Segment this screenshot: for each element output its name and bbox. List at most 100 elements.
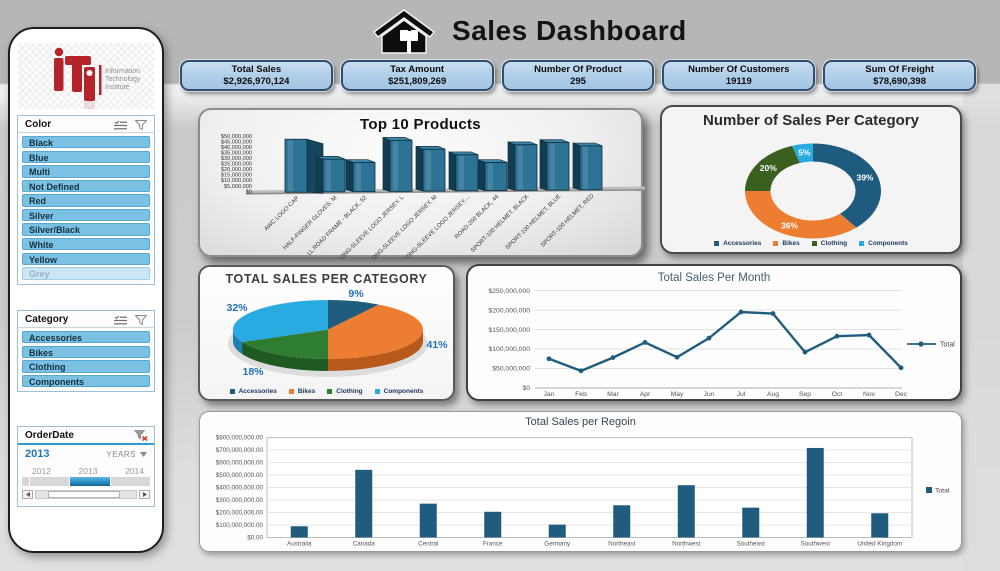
logo-caption-1: Information xyxy=(105,68,140,75)
sales-per-category-donut-card: Number of Sales Per Category 39% 36% 20% 5%… xyxy=(660,105,962,254)
donut-slice-bikes[interactable] xyxy=(745,191,857,239)
home-icon[interactable] xyxy=(372,8,436,54)
legend-label: Bikes xyxy=(782,240,800,247)
slicer-item-silver-black[interactable]: Silver/Black xyxy=(22,223,150,236)
region-bar-northeast[interactable] xyxy=(613,505,631,538)
iti-logo: Information Technology Institute xyxy=(18,43,154,146)
svg-text:41%: 41% xyxy=(426,339,448,351)
slicer-item-silver[interactable]: Silver xyxy=(22,208,150,222)
region-bar-germany[interactable] xyxy=(548,524,566,538)
scroll-right-button[interactable] xyxy=(139,490,150,499)
slicer-item-components[interactable]: Components xyxy=(22,374,150,388)
pie-slice-bikes[interactable] xyxy=(328,304,423,359)
top10-bar-6[interactable] xyxy=(477,159,508,192)
sales-per-category-donut-chart: 39% 36% 20% 5% xyxy=(745,143,881,239)
svg-text:$50,000,000: $50,000,000 xyxy=(492,366,530,373)
region-bar-central[interactable] xyxy=(419,503,437,538)
clear-filter-icon[interactable] xyxy=(134,430,148,441)
timeline-year-label-2013[interactable]: 2013 xyxy=(78,466,98,476)
clear-filter-icon[interactable] xyxy=(135,119,147,130)
region-bar-northwest[interactable] xyxy=(677,485,695,538)
svg-text:SPORT-100 HELMET, BLUE: SPORT-100 HELMET, BLUE xyxy=(505,194,562,251)
kpi-card-total-sales[interactable]: Total Sales $2,926,970,124 xyxy=(180,60,333,91)
timeline-segment-2012[interactable] xyxy=(30,477,70,486)
donut-slice-clothing[interactable] xyxy=(745,145,800,191)
timeline-segment-2014[interactable] xyxy=(110,477,150,486)
top10-products-title: Top 10 Products xyxy=(360,116,481,133)
region-bar-southeast[interactable] xyxy=(742,507,760,538)
slicer-item-bikes[interactable]: Bikes xyxy=(22,345,150,358)
slicer-item-not-defined[interactable]: Not Defined xyxy=(22,179,150,193)
timeline-year-label-2012[interactable]: 2012 xyxy=(32,466,51,476)
top10-bar-9[interactable] xyxy=(572,142,603,191)
svg-text:Canada: Canada xyxy=(353,541,376,548)
region-bar-france[interactable] xyxy=(484,511,502,538)
slicer-item-black[interactable]: Black xyxy=(22,136,150,149)
svg-text:LONG-SLEEVE LOGO JERSEY, L: LONG-SLEEVE LOGO JERSEY, L xyxy=(337,194,406,259)
legend-label: Bikes xyxy=(297,388,316,395)
svg-text:Germany: Germany xyxy=(544,541,571,548)
donut-slice-accessories[interactable] xyxy=(813,143,881,228)
top10-bar-1[interactable] xyxy=(315,155,346,193)
slicer-item-clothing[interactable]: Clothing xyxy=(22,360,150,373)
region-bar-united-kingdom[interactable] xyxy=(871,513,889,538)
svg-text:$300,000,000.00: $300,000,000.00 xyxy=(216,497,264,504)
clear-filter-icon[interactable] xyxy=(135,314,147,325)
top10-bar-4[interactable] xyxy=(415,145,446,192)
pie-slice-components[interactable] xyxy=(232,300,328,343)
svg-text:Nov: Nov xyxy=(863,391,876,398)
svg-text:LL ROAD FRAME - BLACK, 52: LL ROAD FRAME - BLACK, 52 xyxy=(306,195,368,257)
donut-chart-title: Number of Sales Per Category xyxy=(703,112,919,129)
timeline-segment-2013[interactable] xyxy=(70,477,110,486)
scrollbar-track[interactable] xyxy=(35,490,137,499)
scroll-right-icon xyxy=(142,492,147,497)
top10-bar-8[interactable] xyxy=(539,139,570,191)
svg-text:$500,000,000.00: $500,000,000.00 xyxy=(216,472,264,479)
slicer-item-white[interactable]: White xyxy=(22,238,150,251)
top10-bar-5[interactable] xyxy=(448,151,479,192)
legend-label: Clothing xyxy=(336,388,363,395)
kpi-card-sum-of-freight[interactable]: Sum Of Freight $78,690,398 xyxy=(823,60,976,91)
region-bar-australia[interactable] xyxy=(290,526,308,538)
svg-text:Central: Central xyxy=(418,541,438,548)
pie-slice-clothing[interactable] xyxy=(242,329,328,360)
legend-label: Accessories xyxy=(723,240,762,247)
slicer-item-red[interactable]: Red xyxy=(22,194,150,207)
kpi-card-tax-amount[interactable]: Tax Amount $251,809,269 xyxy=(340,60,494,91)
color-slicer-header: Color xyxy=(18,116,154,133)
top10-bar-2[interactable] xyxy=(345,159,376,193)
orderdate-slicer-title: OrderDate xyxy=(25,430,74,441)
orderdate-granularity-dropdown[interactable]: YEARS xyxy=(106,450,147,459)
svg-text:39%: 39% xyxy=(856,172,873,182)
region-bar-canada[interactable] xyxy=(355,469,373,538)
kpi-card-number-of-product[interactable]: Number Of Product 295 xyxy=(501,60,655,91)
region-bar-southwest[interactable] xyxy=(806,447,824,538)
svg-text:$0: $0 xyxy=(522,385,530,392)
top10-bar-7[interactable] xyxy=(507,141,538,191)
slicer-item-grey[interactable]: Grey xyxy=(22,267,150,280)
slicer-item-yellow[interactable]: Yellow xyxy=(22,252,150,266)
scroll-left-button[interactable] xyxy=(22,490,33,499)
kpi-card-number-of-customers[interactable]: Number Of Customers 19119 xyxy=(662,60,816,91)
timeline-year-label-2014[interactable]: 2014 xyxy=(125,466,144,476)
svg-text:Jul: Jul xyxy=(737,391,746,398)
total-sales-per-month-card: Total Sales Per Month $0 $50,000,000 $100,… xyxy=(466,264,962,401)
scrollbar-thumb[interactable] xyxy=(48,491,120,498)
svg-text:Aug: Aug xyxy=(767,391,779,398)
pie-slice-accessories[interactable] xyxy=(328,300,379,330)
legend-label: Accessories xyxy=(238,388,277,395)
legend-swatch xyxy=(229,389,235,394)
category-slicer-header: Category xyxy=(18,311,154,328)
donut-slice-components[interactable] xyxy=(791,143,813,163)
slicer-item-blue[interactable]: Blue xyxy=(22,150,150,163)
svg-text:$0: $0 xyxy=(246,189,252,195)
multiselect-icon[interactable] xyxy=(114,315,127,325)
top10-bar-3[interactable] xyxy=(382,137,413,192)
orderdate-scrollbar xyxy=(22,490,150,499)
legend-swatch xyxy=(714,241,720,246)
multiselect-icon[interactable] xyxy=(114,120,127,130)
slicer-item-accessories[interactable]: Accessories xyxy=(22,331,150,344)
timeline-segment-stub[interactable] xyxy=(22,477,29,486)
slicer-item-multi[interactable]: Multi xyxy=(22,165,150,178)
logo-caption-3: Institute xyxy=(105,84,130,91)
